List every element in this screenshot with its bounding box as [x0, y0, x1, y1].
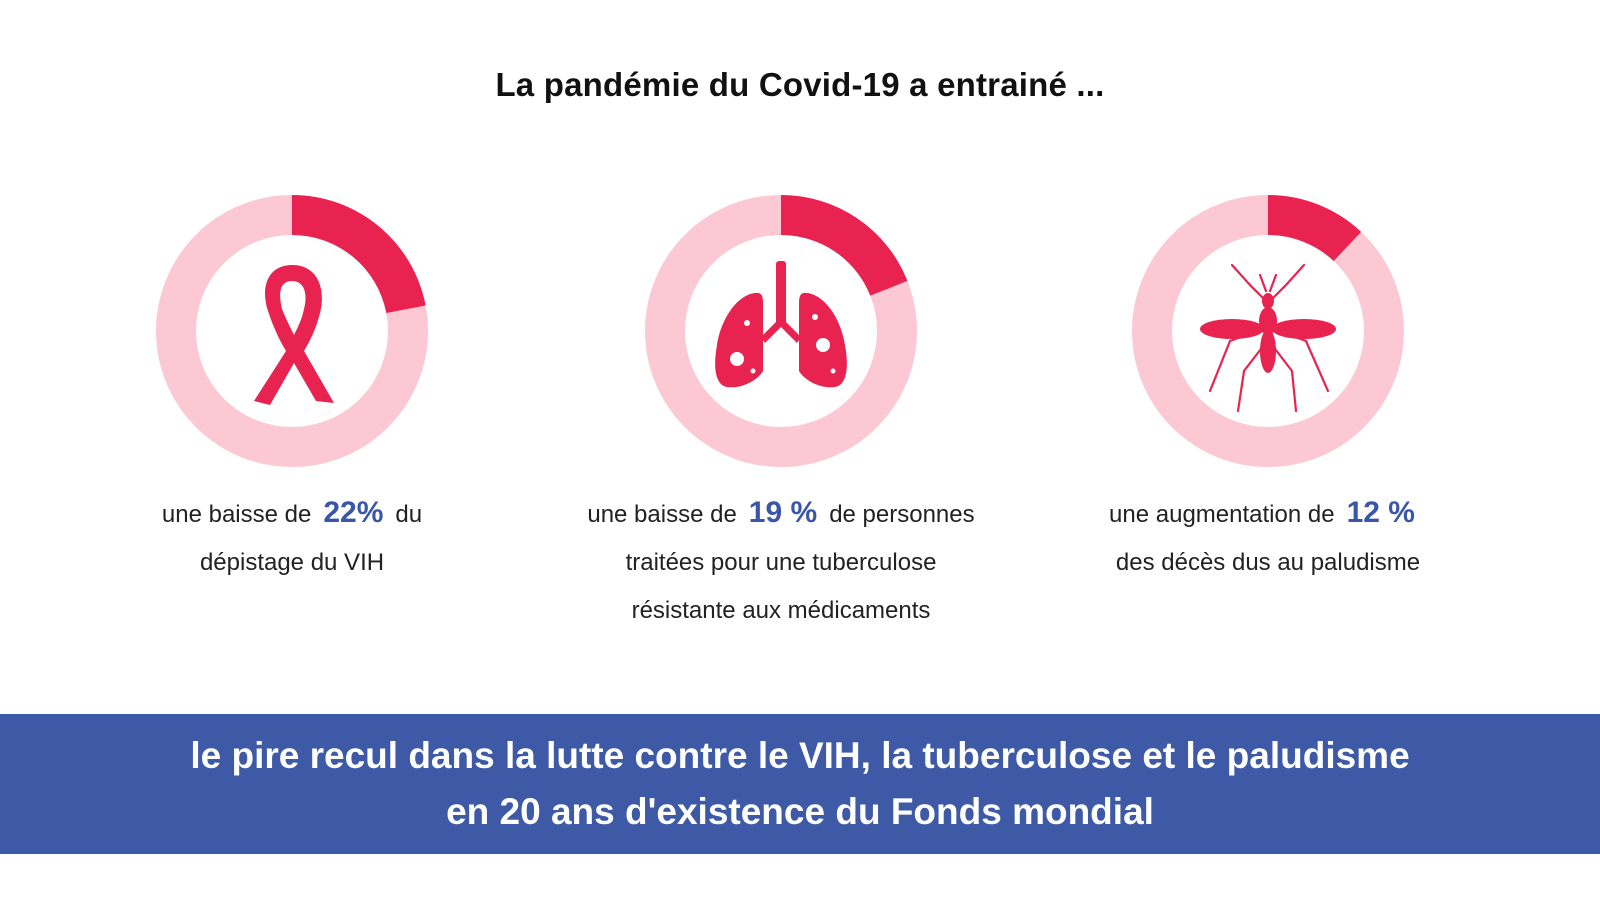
- donut-segment: [1268, 195, 1362, 262]
- caption-hiv: une baisse de 22% du dépistage du VIH: [42, 489, 542, 587]
- caption-line3: résistante aux médicaments: [631, 597, 931, 624]
- stat-value: 19 %: [748, 496, 818, 529]
- conclusion-banner: le pire recul dans la lutte contre le VI…: [0, 714, 1600, 854]
- banner-line2: en 20 ans d'existence du Fonds mondial: [446, 791, 1154, 832]
- donut-svg-hiv: [156, 195, 428, 467]
- caption-before: une augmentation de: [1109, 501, 1335, 528]
- caption-malaria: une augmentation de 12 % des décès dus au…: [1018, 489, 1518, 587]
- donut-segment: [781, 195, 908, 296]
- caption-line1: une baisse de 22% du: [42, 489, 542, 539]
- stat-value: 12 %: [1346, 496, 1415, 529]
- donut-chart-tb: [645, 195, 917, 467]
- caption-after: du: [395, 501, 423, 528]
- caption-line2: des décès dus au paludisme: [1115, 549, 1421, 576]
- page-title: La pandémie du Covid-19 a entrainé ...: [495, 66, 1105, 103]
- caption-line1: une augmentation de 12 %: [1018, 489, 1518, 539]
- caption-line2: traitées pour une tuberculose: [625, 549, 937, 576]
- ribbon-icon: [254, 265, 334, 405]
- mosquito-icon: [1200, 263, 1336, 413]
- caption-before: une baisse de: [587, 501, 737, 528]
- donut-segment: [292, 195, 426, 314]
- caption-before: une baisse de: [161, 501, 312, 528]
- lungs-icon: [715, 261, 847, 388]
- stat-panel-malaria: une augmentation de 12 % des décès dus au…: [1018, 195, 1518, 587]
- caption-tb: une baisse de 19 % de personnes traitées p…: [531, 489, 1031, 635]
- donut-svg-malaria: [1132, 195, 1404, 467]
- caption-line2: dépistage du VIH: [199, 549, 385, 576]
- caption-line1: une baisse de 19 % de personnes: [531, 489, 1031, 539]
- donut-chart-hiv: [156, 195, 428, 467]
- banner-line1: le pire recul dans la lutte contre le VI…: [190, 735, 1410, 776]
- donut-chart-malaria: [1132, 195, 1404, 467]
- stat-panel-hiv: une baisse de 22% du dépistage du VIH: [42, 195, 542, 587]
- caption-after: de personnes: [829, 501, 975, 528]
- stat-value: 22%: [323, 496, 384, 529]
- donut-svg-tb: [645, 195, 917, 467]
- stat-panel-tb: une baisse de 19 % de personnes traitées p…: [531, 195, 1031, 635]
